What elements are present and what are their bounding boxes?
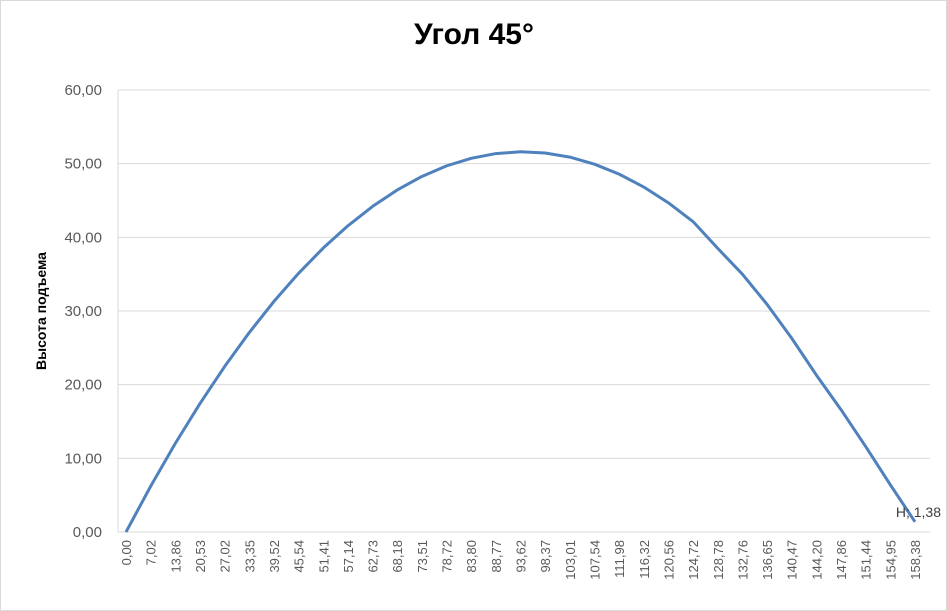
x-tick-label: 57,14 — [341, 540, 356, 573]
x-tick-label: 140,47 — [785, 540, 800, 580]
x-tick-label: 88,77 — [489, 540, 504, 573]
x-tick-label: 51,41 — [316, 540, 331, 573]
x-tick-label: 151,44 — [859, 540, 874, 580]
y-axis-label: Высота подъема — [33, 252, 49, 370]
x-tick-label: 68,18 — [390, 540, 405, 573]
x-tick-label: 27,02 — [218, 540, 233, 573]
y-tick-label: 30,00 — [64, 303, 102, 320]
x-tick-label: 78,72 — [440, 540, 455, 573]
series-line — [124, 150, 917, 533]
y-tick-label: 0,00 — [73, 524, 102, 541]
x-tick-label: 83,80 — [464, 540, 479, 573]
x-tick-label: 128,78 — [711, 540, 726, 580]
x-tick-label: 73,51 — [415, 540, 430, 573]
x-tick-label: 111,98 — [612, 540, 627, 578]
x-tick-label: 147,86 — [834, 540, 849, 580]
x-tick-label: 13,86 — [168, 540, 183, 573]
x-tick-label: 7,02 — [144, 540, 159, 565]
y-tick-label: 60,00 — [64, 82, 102, 99]
x-tick-label: 116,32 — [637, 540, 652, 579]
x-tick-label: 124,72 — [686, 540, 701, 580]
x-tick-label: 158,38 — [908, 540, 923, 580]
x-tick-label: 144,20 — [809, 540, 824, 580]
x-tick-label: 20,53 — [193, 540, 208, 573]
y-tick-label: 40,00 — [64, 229, 102, 246]
x-tick-label: 0,00 — [119, 540, 134, 565]
y-tick-label: 20,00 — [64, 377, 102, 394]
x-tick-label: 45,54 — [292, 540, 307, 573]
x-tick-label: 136,65 — [760, 540, 775, 580]
data-label: H; 1,38 — [896, 504, 941, 520]
x-tick-label: 93,62 — [514, 540, 529, 573]
x-tick-label: 98,37 — [538, 540, 553, 573]
x-tick-label: 107,54 — [587, 540, 602, 580]
x-tick-label: 154,95 — [883, 540, 898, 580]
x-tick-label: 62,73 — [366, 540, 381, 573]
x-tick-label: 132,76 — [735, 540, 750, 580]
x-tick-label: 120,56 — [661, 540, 676, 580]
chart-title: Угол 45° — [414, 18, 534, 51]
y-tick-label: 50,00 — [64, 156, 102, 173]
x-tick-label: 103,01 — [563, 540, 578, 580]
x-tick-label: 33,35 — [242, 540, 257, 573]
y-tick-label: 10,00 — [64, 450, 102, 467]
x-tick-label: 39,52 — [267, 540, 282, 573]
